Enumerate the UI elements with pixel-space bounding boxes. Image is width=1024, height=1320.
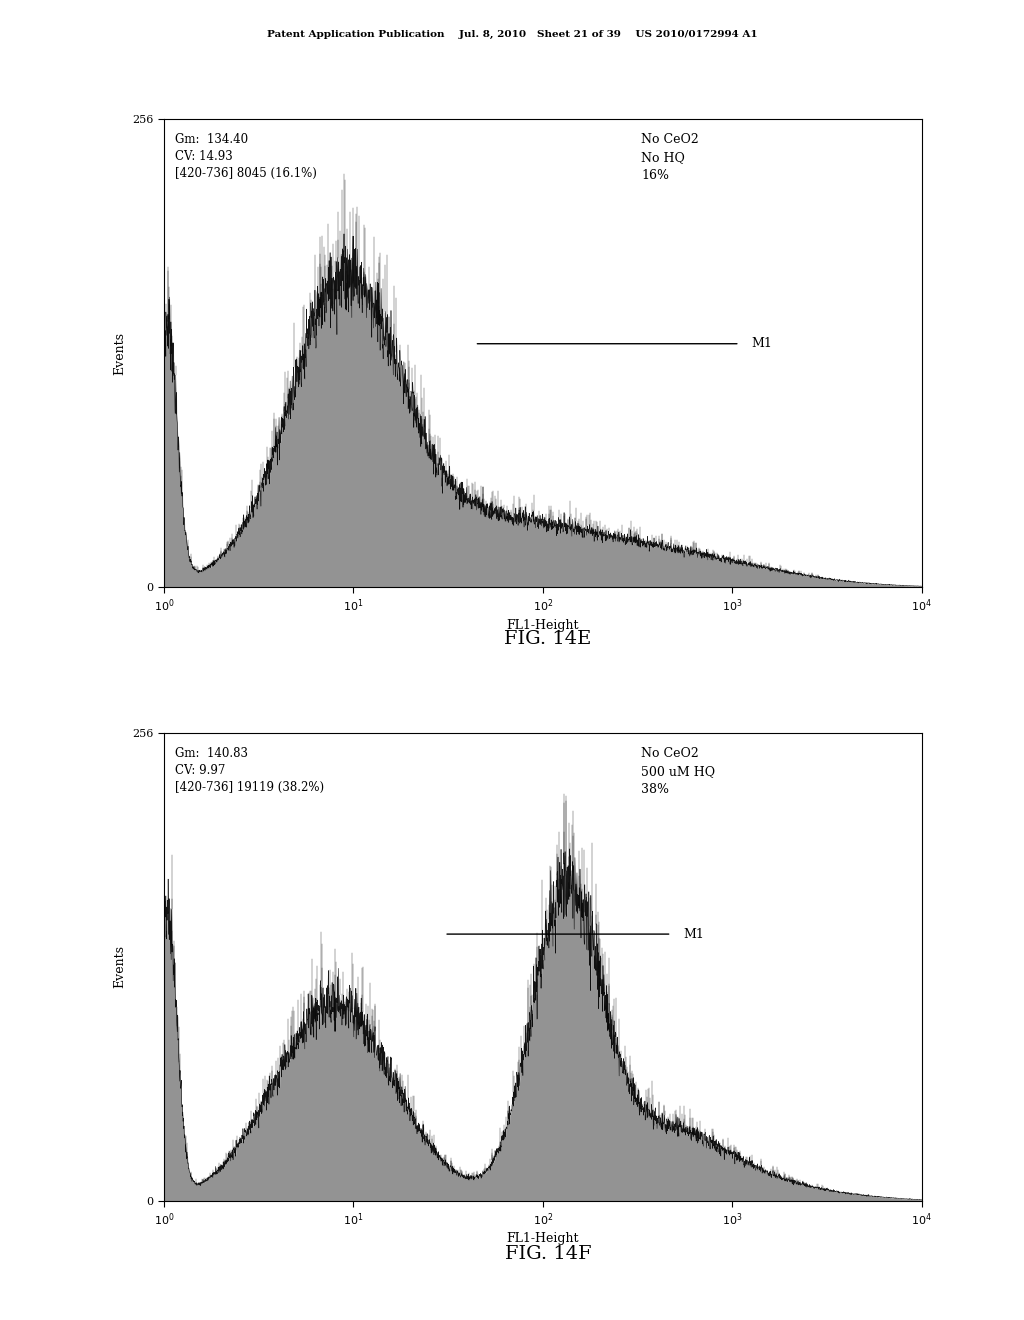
Text: FIG. 14E: FIG. 14E [504, 630, 592, 648]
Y-axis label: Events: Events [114, 331, 127, 375]
Text: Patent Application Publication    Jul. 8, 2010   Sheet 21 of 39    US 2010/01729: Patent Application Publication Jul. 8, 2… [266, 30, 758, 40]
Text: M1: M1 [752, 337, 772, 350]
Text: No CeO2
No HQ
16%: No CeO2 No HQ 16% [641, 133, 699, 182]
Y-axis label: Events: Events [114, 945, 127, 989]
Text: Gm:  134.40
CV: 14.93
[420-736] 8045 (16.1%): Gm: 134.40 CV: 14.93 [420-736] 8045 (16.… [175, 133, 317, 180]
Text: M1: M1 [683, 928, 703, 941]
Text: No CeO2
500 uM HQ
38%: No CeO2 500 uM HQ 38% [641, 747, 716, 796]
X-axis label: FL1-Height: FL1-Height [507, 1233, 579, 1245]
X-axis label: FL1-Height: FL1-Height [507, 619, 579, 631]
Text: Gm:  140.83
CV: 9.97
[420-736] 19119 (38.2%): Gm: 140.83 CV: 9.97 [420-736] 19119 (38.… [175, 747, 325, 793]
Text: FIG. 14F: FIG. 14F [505, 1245, 591, 1263]
